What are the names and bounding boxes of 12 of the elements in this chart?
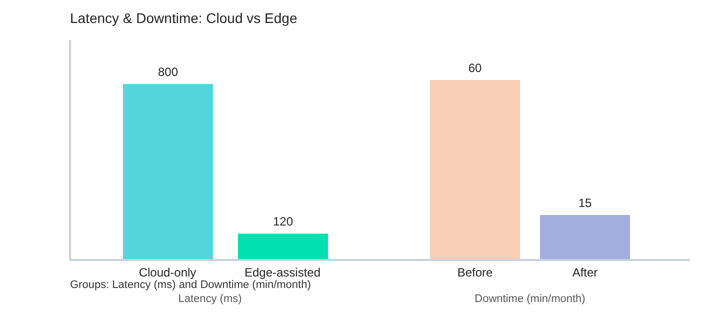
data-label: 60 xyxy=(468,61,482,75)
data-label: 120 xyxy=(272,214,294,229)
x-tick-label: Edge-assisted xyxy=(244,266,321,280)
x-axis-title: Latency (ms) xyxy=(177,293,243,305)
data-label: 800 xyxy=(158,65,178,79)
chart-title: Latency & Downtime: Cloud vs Edge xyxy=(70,10,298,26)
text: Groups: Latency (ms) and Downtime (min/month) xyxy=(70,279,311,291)
x-tick-label: After xyxy=(572,266,598,280)
data-label: 15 xyxy=(578,196,592,210)
x-tick-label: Before xyxy=(457,266,493,280)
x-axis-title: Downtime (min/month) xyxy=(474,293,586,305)
x-tick-label: Cloud-only xyxy=(138,266,196,280)
